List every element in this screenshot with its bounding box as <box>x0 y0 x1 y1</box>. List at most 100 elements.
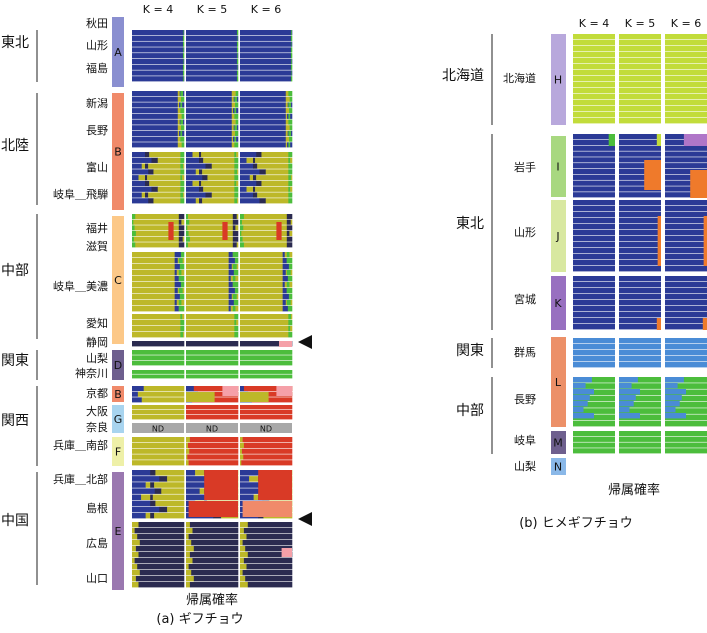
group-label-a-2: C <box>114 274 122 287</box>
bar-a-akita-fukushima-k6-r1-seg0 <box>240 35 292 41</box>
bar-a-aichi-k4-r3-seg1 <box>180 332 184 338</box>
bar-b-hokkaido-k4-r14 <box>573 118 615 124</box>
bar-a-mino-k5-r2-seg2 <box>231 264 234 270</box>
bar-a-niigata-nagano-k6-r7-seg2 <box>287 130 289 136</box>
bar-b-iwate-k4-r8 <box>573 180 615 186</box>
bar-a-mino-k4-r2-seg1 <box>174 264 181 270</box>
bar-a-hiroshima-yamaguchi-k5-r9-seg0 <box>186 576 195 582</box>
bar-a-mino-k4-r1-seg0 <box>132 258 175 264</box>
bar-a-toyama-hida-k6-r8-seg1 <box>259 198 267 204</box>
bar-a-hyogo-north-shimane-k4-r1-seg0 <box>132 476 160 482</box>
bar-b-iwate-k4-r3 <box>573 151 615 157</box>
bar-a-akita-fukushima-k4-r7-seg0 <box>132 70 184 76</box>
bar-a-kyoto-k5-r1-seg1 <box>197 391 239 397</box>
bar-a-toyama-hida-k5-r4-seg1 <box>202 175 208 181</box>
bar-a-toyama-hida-k5-r8-seg4 <box>234 198 238 204</box>
bar-a-fukui-shiga-k6-r4-seg0 <box>240 236 243 242</box>
bar-a-mino-k5-r4-seg4 <box>235 276 239 282</box>
bar-b-yamagata-k4-r1 <box>573 206 615 212</box>
bar-a-akita-fukushima-k5-r1-seg0 <box>186 35 238 41</box>
bar-a-toyama-hida-k5-r5-seg1 <box>192 180 200 187</box>
group-label-a-6: F <box>115 446 121 459</box>
bar-a-fukui-shiga-k5-r0-seg1 <box>187 214 234 220</box>
bar-a-mino-k6-r0-seg2 <box>284 252 288 258</box>
bar-a-mino-k5-r9-seg1 <box>228 306 232 312</box>
bar-a-hiroshima-yamaguchi-k4-r10-seg0 <box>132 582 139 588</box>
bar-a-hyogo-south-k5-r2-seg1 <box>189 448 239 454</box>
bar-a-hyogo-north-shimane-k5-r4-seg0 <box>186 494 210 501</box>
bar-b-iwate-k6-r7 <box>665 174 707 180</box>
bar-a-mino-k5-r5-seg1 <box>228 282 234 288</box>
region-a-5: 中国 <box>1 513 29 529</box>
bar-a-akita-fukushima-k4-r1-seg1 <box>182 35 185 41</box>
bar-a-toyama-hida-k5-r8-seg5 <box>237 198 239 204</box>
bar-a-toyama-hida-k6-r6-seg0 <box>240 186 247 192</box>
bar-b-iwate-k4-r0 <box>573 134 615 140</box>
bar-a-niigata-nagano-k5-r8-seg3 <box>234 136 237 142</box>
bar-a-toyama-hida-k5-r6-seg3 <box>234 186 239 192</box>
place-a-9: 岐阜＿美濃 <box>53 279 108 293</box>
bar-a-hyogo-north-shimane-k4-r0-seg0 <box>132 470 151 476</box>
bar-a-niigata-nagano-k6-r7-seg3 <box>288 130 292 136</box>
bar-b-nagano-k5-r7 <box>619 420 661 427</box>
bar-a-kyoto-pink-k6 <box>276 386 292 396</box>
bar-a-osaka-k5-r2-seg0 <box>186 415 239 420</box>
bar-a-toyama-hida-k4-r5-seg0 <box>132 180 146 187</box>
bar-a-hiroshima-yamaguchi-k5-r0-seg0 <box>186 522 191 528</box>
bar-b-yamagata-k5-r3 <box>619 218 661 224</box>
bar-a-kyoto-k6-r2-seg1 <box>251 397 293 403</box>
bar-a-mino-k4-r3-seg4 <box>181 270 185 276</box>
bar-b-hokkaido-k6-r0 <box>665 34 707 40</box>
bar-a-niigata-nagano-k4-r2-seg3 <box>180 102 183 108</box>
group-block-a-6 <box>112 437 124 466</box>
bar-a-mino-k4-r5-seg1 <box>174 282 182 288</box>
bar-a-toyama-hida-k4-r8-seg0 <box>132 198 149 204</box>
place-a-17: 兵庫＿南部 <box>53 438 108 452</box>
bar-a-mino-k6-r8-seg0 <box>240 300 283 306</box>
bar-a-toyama-hida-k6-r1-seg1 <box>246 157 254 163</box>
bar-a-toyama-hida-k4-r5-seg3 <box>180 180 185 187</box>
bar-b-nagano-sky-k5-5 <box>619 407 630 413</box>
bar-a-akita-fukushima-k5-r2-seg0 <box>186 41 238 47</box>
bar-b-yamagata-k5-r4 <box>619 224 661 230</box>
arrow-shizuoka <box>298 335 312 349</box>
bar-a-toyama-hida-k5-r0-seg3 <box>201 152 235 158</box>
bar-a-hiroshima-yamaguchi-k4-r0-seg1 <box>138 522 185 528</box>
bar-a-fukui-shiga-k4-r4-seg0 <box>132 236 135 242</box>
bar-b-hokkaido-k6-r12 <box>665 106 707 112</box>
bar-a-fukui-shiga-k5-r5-seg0 <box>186 242 189 248</box>
bar-a-fukui-shiga-k4-r2-seg2 <box>178 225 185 231</box>
bar-a-akita-fukushima-k6-r5-seg0 <box>240 58 292 65</box>
bar-a-hiroshima-yamaguchi-k4-r1-seg0 <box>132 528 135 534</box>
bar-b-miyagi-k4-r1 <box>573 282 615 288</box>
bar-a-aichi-k6-r2-seg0 <box>240 326 289 332</box>
bar-a-akita-fukushima-k4-r8-seg1 <box>182 76 185 82</box>
bar-a-akita-fukushima-k4-r3-seg1 <box>182 47 185 53</box>
bar-b-nagano-k4-r4 <box>573 402 615 408</box>
bar-a-toyama-hida-k6-r4-seg0 <box>240 175 251 181</box>
bar-a-akita-fukushima-k4-r4-seg0 <box>132 53 184 59</box>
bar-b-hokkaido-k4-r2 <box>573 46 615 52</box>
bar-b-hokkaido-k4-r0 <box>573 34 615 40</box>
bar-a-toyama-hida-k6-r6-seg5 <box>290 186 293 192</box>
bar-a-mino-k4-r6-seg2 <box>177 288 180 294</box>
bar-b-yamagata-k5-r10 <box>619 260 661 266</box>
bar-b-gifu-k4-r3 <box>573 448 615 454</box>
bar-a-niigata-nagano-k5-r9-seg0 <box>186 142 233 148</box>
bar-a-kyoto-k5-r0-seg1 <box>193 386 239 392</box>
place-a-18: 兵庫＿北部 <box>53 472 108 486</box>
bar-b-iwate-k6-r9 <box>665 186 707 192</box>
bar-b-nagano-sky-k4-2 <box>573 389 594 395</box>
bar-a-mino-k6-r7-seg2 <box>288 294 293 300</box>
bar-a-mino-k4-r4-seg3 <box>178 276 185 282</box>
bar-a-niigata-nagano-k5-r8-seg0 <box>186 136 233 142</box>
bar-a-hiroshima-yamaguchi-k5-r7-seg0 <box>186 564 189 570</box>
bar-b-iwate-k5-r4 <box>619 157 661 163</box>
bar-a-mino-k4-r8-seg0 <box>132 300 175 306</box>
bar-a-akita-fukushima-k5-r1-seg2 <box>237 35 239 41</box>
bar-a-niigata-nagano-k4-r9-seg2 <box>181 142 185 148</box>
group-block-b-6 <box>551 458 566 475</box>
bar-a-akita-fukushima-k5-r3-seg1 <box>236 47 239 53</box>
bar-a-hiroshima-yamaguchi-k6-r5-seg0 <box>240 552 249 558</box>
bar-a-niigata-nagano-k5-r4-seg2 <box>234 113 239 119</box>
